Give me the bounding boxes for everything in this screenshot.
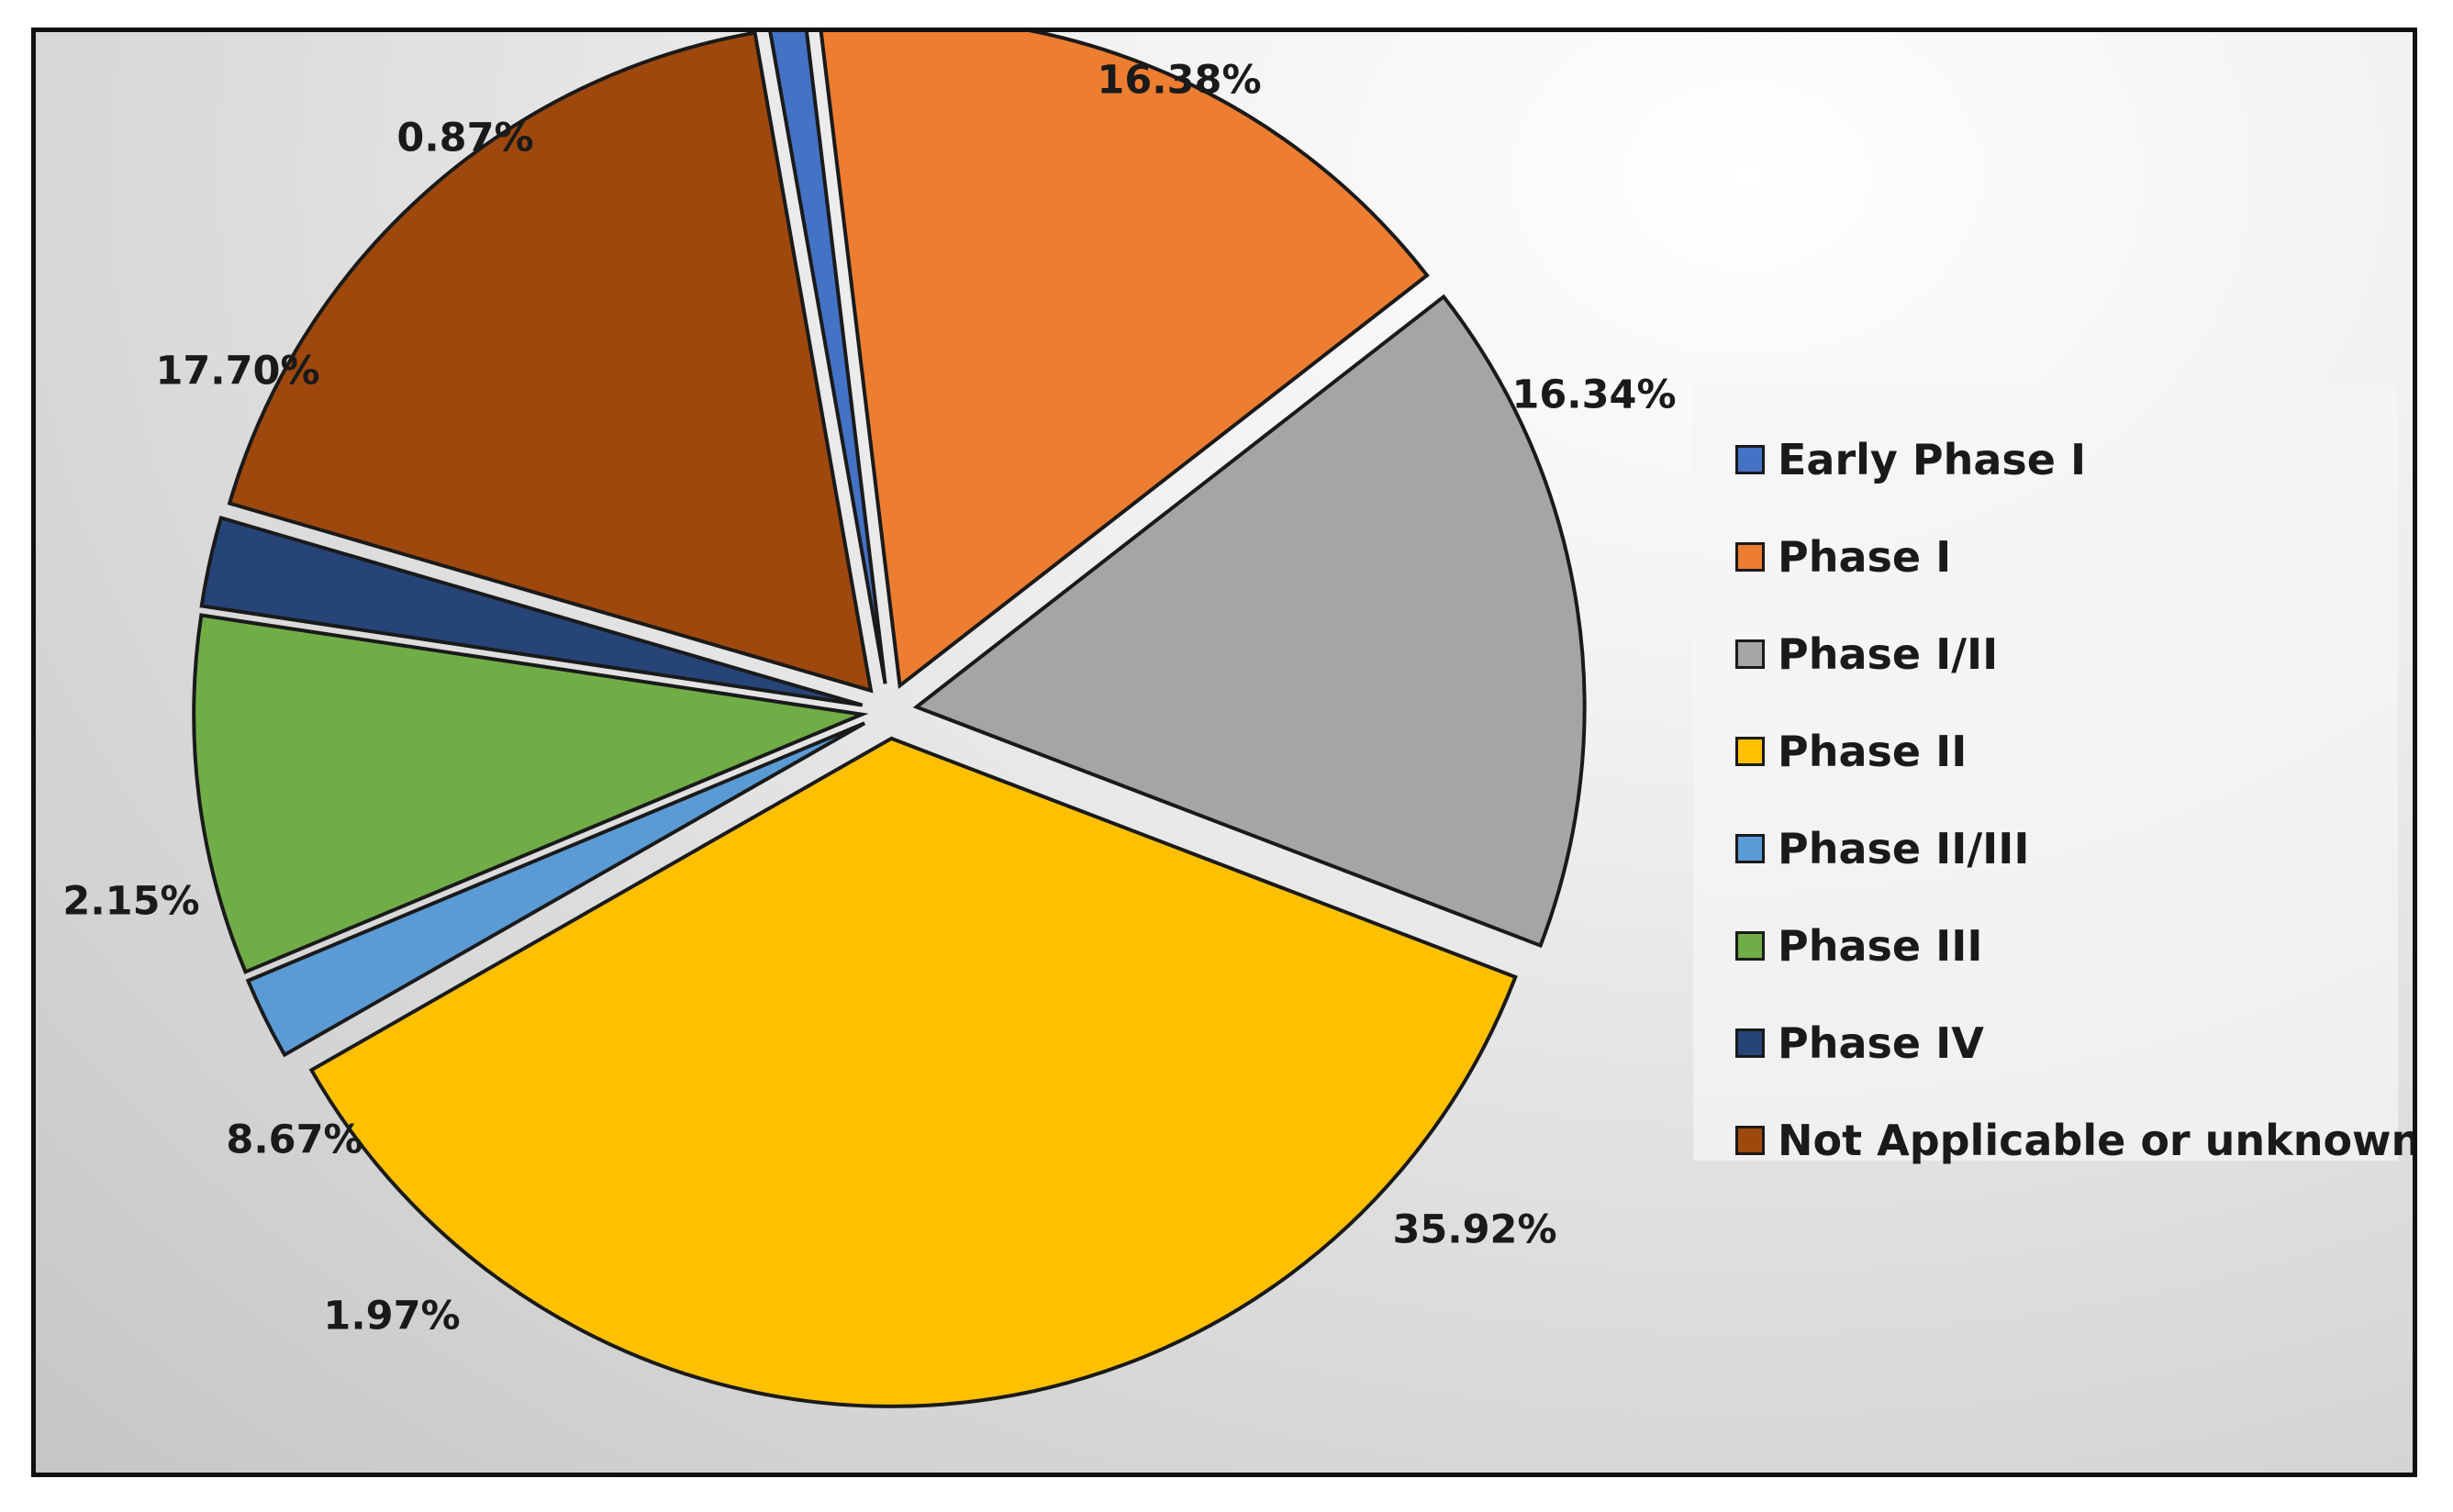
data-label: 17.70%	[155, 349, 319, 395]
legend-label: Phase IV	[1778, 1018, 1984, 1068]
data-label: 2.15%	[62, 879, 199, 925]
legend-label: Phase I/II	[1778, 629, 1999, 679]
legend-item: Not Applicable or unknown	[1735, 1092, 2413, 1189]
legend-item: Phase IV	[1735, 995, 2398, 1092]
legend: Early Phase I Phase I Phase I/II Phase II Ph…	[1693, 385, 2413, 1165]
pie-slice-phase-iv	[199, 515, 864, 707]
data-label: 16.38%	[1097, 58, 1261, 104]
legend-swatch	[1735, 445, 1765, 474]
legend-item: Phase II	[1735, 703, 2398, 800]
legend-label: Phase I	[1778, 532, 1952, 582]
legend-swatch	[1735, 1028, 1765, 1058]
pie-slice-phase-ii	[308, 736, 1518, 1408]
legend-swatch	[1735, 834, 1765, 863]
legend-label: Early Phase I	[1778, 435, 2087, 484]
data-label: 0.87%	[396, 116, 533, 161]
legend-swatch	[1735, 639, 1765, 669]
data-label: 1.97%	[323, 1294, 460, 1340]
legend-label: Phase II	[1778, 727, 1968, 776]
legend-swatch	[1735, 737, 1765, 766]
legend-label: Not Applicable or unknown	[1778, 1116, 2417, 1165]
legend-swatch	[1735, 1126, 1765, 1155]
pie-slice-early-phase-i	[768, 32, 887, 684]
pie-slices	[192, 32, 1587, 1408]
pie-slice-not-applicable-or-unknown	[227, 32, 874, 694]
legend-swatch	[1735, 542, 1765, 572]
legend-item: Phase II/III	[1735, 800, 2398, 897]
legend-item: Early Phase I	[1735, 411, 2398, 508]
legend-swatch	[1735, 931, 1765, 961]
legend-item: Phase III	[1735, 897, 2398, 995]
legend-item: Phase I	[1735, 508, 2398, 606]
legend-label: Phase III	[1778, 921, 1983, 971]
pie-slice-phase-ii-iii	[245, 721, 866, 1058]
pie-slice-phase-i	[819, 32, 1430, 690]
chart-frame: 0.87% 16.38% 16.34% 35.92% 1.97% 8.67% 2.15% 17…	[31, 28, 2417, 1477]
data-label: 16.34%	[1511, 372, 1676, 418]
legend-item: Phase I/II	[1735, 606, 2398, 703]
data-label: 35.92%	[1392, 1207, 1556, 1253]
pie-slice-phase-iii	[192, 613, 869, 974]
pie-slice-phase-i-ii	[912, 294, 1587, 949]
data-label: 8.67%	[226, 1117, 362, 1163]
legend-label: Phase II/III	[1778, 824, 2030, 873]
pie-labels: 0.87% 16.38% 16.34% 35.92% 1.97% 8.67% 2.15% 17…	[62, 58, 1676, 1340]
pie-chart: 0.87% 16.38% 16.34% 35.92% 1.97% 8.67% 2.15% 17…	[62, 32, 1677, 1408]
